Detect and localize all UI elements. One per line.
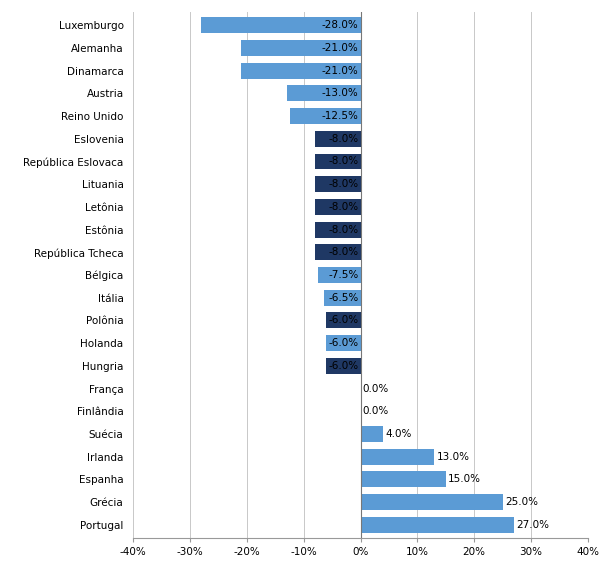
Bar [361,471,446,488]
Bar [315,176,361,192]
Bar [241,63,361,79]
Bar [361,517,514,533]
Bar [361,494,502,510]
Text: -28.0%: -28.0% [322,20,358,30]
Text: -6.0%: -6.0% [328,361,358,371]
Bar [327,313,361,328]
Bar [241,40,361,56]
Bar [361,426,383,442]
Text: -8.0%: -8.0% [328,247,358,257]
Text: -12.5%: -12.5% [321,111,358,121]
Bar [315,244,361,261]
Text: -8.0%: -8.0% [328,134,358,144]
Text: -8.0%: -8.0% [328,225,358,234]
Text: -8.0%: -8.0% [328,202,358,212]
Text: -8.0%: -8.0% [328,156,358,167]
Bar [201,17,361,33]
Text: 13.0%: 13.0% [437,452,470,461]
Text: -13.0%: -13.0% [322,89,358,98]
Bar [361,449,435,465]
Bar [327,358,361,374]
Text: 0.0%: 0.0% [363,406,389,416]
Bar [315,153,361,170]
Text: -8.0%: -8.0% [328,179,358,189]
Text: 4.0%: 4.0% [385,429,412,439]
Text: -6.5%: -6.5% [328,293,358,303]
Text: 0.0%: 0.0% [363,383,389,394]
Bar [327,335,361,351]
Bar [318,267,361,283]
Text: -21.0%: -21.0% [322,65,358,76]
Bar [315,222,361,237]
Bar [315,199,361,215]
Text: -6.0%: -6.0% [328,316,358,325]
Text: -7.5%: -7.5% [328,270,358,280]
Bar [315,131,361,146]
Text: -6.0%: -6.0% [328,338,358,348]
Bar [287,85,361,101]
Text: 15.0%: 15.0% [448,474,481,485]
Bar [324,290,361,306]
Text: -21.0%: -21.0% [322,43,358,53]
Text: 25.0%: 25.0% [505,497,538,507]
Bar [290,108,361,124]
Text: 27.0%: 27.0% [516,520,549,530]
